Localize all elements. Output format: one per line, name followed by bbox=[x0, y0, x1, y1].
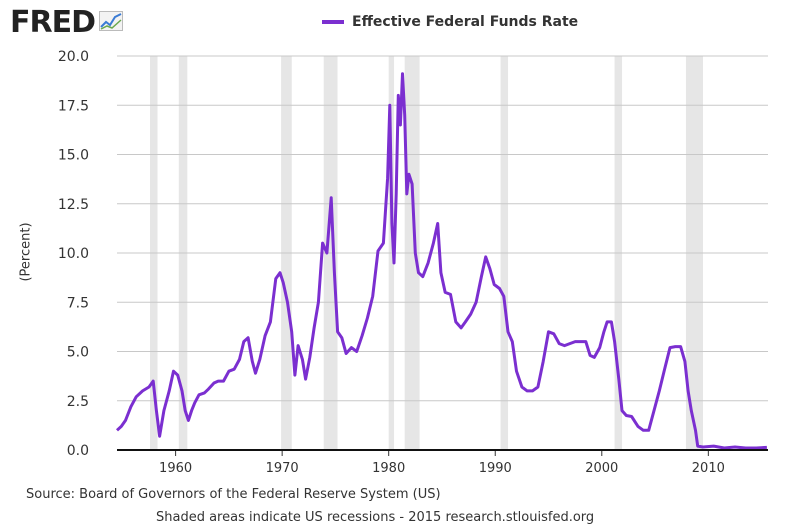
x-tick-label: 2010 bbox=[692, 461, 725, 476]
y-tick-label: 5.0 bbox=[67, 345, 89, 361]
x-tick-label: 1990 bbox=[479, 461, 512, 476]
recession-note: Shaded areas indicate US recessions - 20… bbox=[156, 510, 595, 525]
x-tick-label: 1980 bbox=[372, 461, 405, 476]
y-tick-label: 17.5 bbox=[58, 98, 89, 114]
y-tick-label: 2.5 bbox=[67, 394, 89, 410]
source-note: Source: Board of Governors of the Federa… bbox=[26, 487, 441, 502]
y-tick-label: 15.0 bbox=[58, 148, 89, 164]
legend-swatch bbox=[322, 20, 344, 24]
fred-logo[interactable]: FRED bbox=[10, 8, 123, 38]
chart-line-icon bbox=[99, 11, 123, 35]
y-tick-label: 0.0 bbox=[67, 443, 89, 459]
x-tick-label: 1970 bbox=[266, 461, 299, 476]
y-tick-label: 10.0 bbox=[58, 246, 89, 262]
x-tick-label: 2000 bbox=[585, 461, 618, 476]
chart-legend[interactable]: Effective Federal Funds Rate bbox=[322, 14, 578, 30]
series-line[interactable] bbox=[115, 72, 767, 450]
chart-title: Effective Federal Funds Rate bbox=[352, 14, 579, 30]
y-tick-label: 7.5 bbox=[67, 295, 89, 311]
y-tick-label: 20.0 bbox=[58, 49, 89, 65]
y-tick-label: 12.5 bbox=[58, 197, 89, 213]
logo-text: FRED bbox=[10, 5, 96, 40]
x-tick-label: 1960 bbox=[159, 461, 192, 476]
